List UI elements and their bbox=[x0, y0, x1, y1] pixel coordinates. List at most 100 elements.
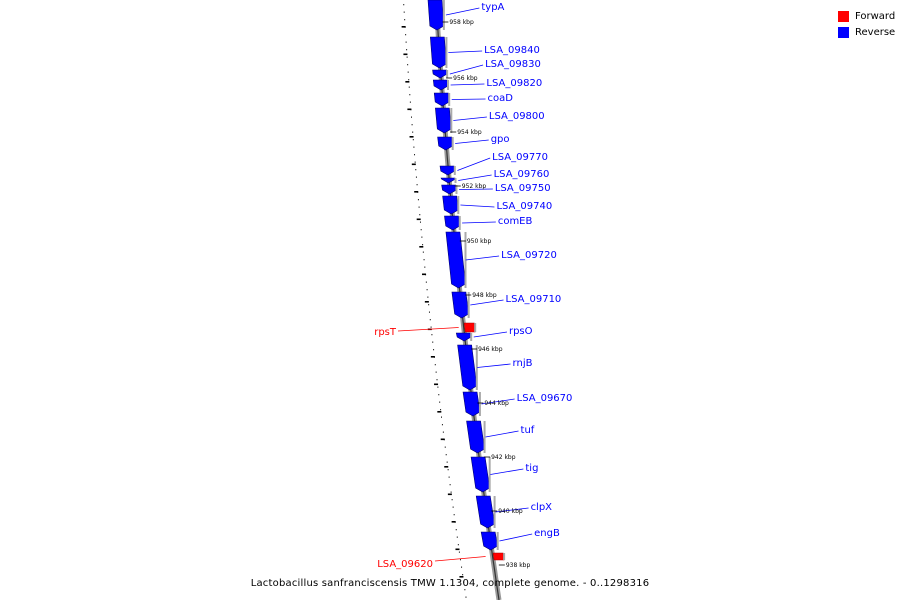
gene-label: engB bbox=[534, 528, 560, 539]
ruler-tick bbox=[422, 273, 427, 276]
gene-label: clpX bbox=[531, 502, 553, 513]
gene-label-line bbox=[448, 50, 483, 53]
gene-label: LSA_09800 bbox=[489, 111, 545, 122]
ruler-dot bbox=[417, 199, 419, 201]
scale-tick-label: 954 kbp bbox=[457, 129, 482, 136]
gene-label: LSA_09820 bbox=[486, 78, 542, 89]
ruler-dot bbox=[428, 311, 430, 313]
ruler-dot bbox=[444, 446, 446, 448]
ruler-dot bbox=[441, 416, 443, 418]
gene-label-line bbox=[465, 255, 500, 261]
ruler-dot bbox=[413, 146, 415, 148]
gene-label: LSA_09840 bbox=[484, 45, 540, 56]
ruler-dot bbox=[409, 94, 411, 96]
ruler-dot bbox=[448, 476, 450, 478]
scale-tick-label: 944 kbp bbox=[484, 400, 509, 407]
gene-segment bbox=[444, 215, 461, 231]
gene-label-line bbox=[434, 556, 486, 562]
ruler-dot bbox=[440, 409, 442, 411]
gene-segment bbox=[470, 456, 491, 493]
ruler-dot bbox=[423, 259, 425, 261]
ruler-dot bbox=[424, 266, 426, 268]
ruler-tick bbox=[416, 218, 421, 221]
gene-label-line bbox=[485, 430, 519, 438]
gene-segment bbox=[442, 195, 459, 215]
ruler-dot bbox=[445, 454, 447, 456]
ruler-dot bbox=[436, 379, 438, 381]
ruler-dot bbox=[403, 4, 405, 6]
scale-tick-label: 942 kbp bbox=[491, 454, 516, 461]
ruler-dot bbox=[431, 334, 433, 336]
gene-label: LSA_09670 bbox=[517, 393, 573, 404]
ruler-tick bbox=[437, 411, 442, 413]
ruler-dot bbox=[441, 424, 443, 426]
gene-label: coaD bbox=[488, 93, 514, 104]
ruler-dot bbox=[418, 206, 420, 208]
gene-label: LSA_09770 bbox=[492, 152, 548, 163]
gene-label: tig bbox=[525, 463, 538, 474]
ruler-dot bbox=[432, 341, 434, 343]
ruler-dot bbox=[408, 79, 410, 81]
ruler-dot bbox=[427, 296, 429, 298]
gene-segment bbox=[466, 420, 485, 454]
ruler-dot bbox=[419, 214, 421, 216]
scale-tick-label: 938 kbp bbox=[506, 562, 531, 569]
gene-label: LSA_09720 bbox=[501, 250, 557, 261]
ruler-tick bbox=[407, 108, 412, 111]
gene-segment bbox=[437, 136, 454, 151]
ruler-dot bbox=[411, 124, 413, 126]
ruler-dot bbox=[438, 394, 440, 396]
ruler-tick bbox=[447, 493, 452, 496]
ruler-dot bbox=[420, 229, 422, 231]
ruler-tick bbox=[419, 246, 424, 248]
gene-label-line bbox=[451, 98, 486, 100]
forward-label: Forward bbox=[855, 10, 896, 22]
ruler-dot bbox=[415, 176, 417, 178]
gene-label: LSA_09620 bbox=[377, 559, 433, 570]
ruler-dot bbox=[409, 101, 411, 103]
gene-label: tuf bbox=[521, 425, 535, 436]
gene-label: rnjB bbox=[513, 358, 533, 369]
ruler-tick bbox=[409, 136, 414, 138]
scale-tick-label: 952 kbp bbox=[462, 183, 487, 190]
gene-label: LSA_09750 bbox=[495, 183, 551, 194]
forward-swatch bbox=[838, 10, 849, 22]
gene-segment bbox=[480, 531, 499, 551]
ruler-dot bbox=[465, 596, 467, 598]
gene-label-line bbox=[473, 331, 508, 338]
ruler-tick bbox=[403, 53, 408, 56]
gene-segment bbox=[433, 92, 450, 107]
legend-forward: Forward bbox=[838, 8, 895, 24]
ruler-tick bbox=[440, 438, 445, 441]
ruler-dot bbox=[422, 244, 424, 246]
ruler-dot bbox=[414, 161, 416, 163]
gene-label: comEB bbox=[498, 216, 533, 227]
ruler-dot bbox=[455, 529, 457, 531]
ruler-dot bbox=[422, 251, 424, 253]
gene-segment bbox=[432, 79, 449, 91]
ruler-dot bbox=[407, 71, 409, 73]
gene-segment bbox=[455, 332, 472, 342]
gene-label-line bbox=[450, 83, 485, 86]
reverse-label: Reverse bbox=[855, 26, 896, 38]
ruler-dot bbox=[461, 566, 463, 568]
scale-tick-label: 956 kbp bbox=[453, 75, 478, 82]
ruler-dot bbox=[429, 319, 431, 321]
ruler-dot bbox=[463, 581, 465, 583]
ruler-tick bbox=[411, 163, 416, 166]
gene-label-line bbox=[455, 139, 489, 144]
ruler-dot bbox=[405, 34, 407, 36]
gene-segment bbox=[435, 107, 452, 134]
ruler-dot bbox=[446, 461, 448, 463]
gene-label-line bbox=[457, 157, 491, 171]
gene-segment bbox=[429, 36, 447, 69]
ruler-tick bbox=[405, 81, 410, 83]
ruler-dot bbox=[412, 131, 414, 133]
gene-segment bbox=[441, 184, 457, 195]
ruler-dot bbox=[434, 364, 436, 366]
ruler-dot bbox=[405, 41, 407, 43]
ruler-dot bbox=[437, 386, 439, 388]
ruler-tick bbox=[451, 521, 456, 523]
gene-label-line bbox=[458, 174, 492, 181]
